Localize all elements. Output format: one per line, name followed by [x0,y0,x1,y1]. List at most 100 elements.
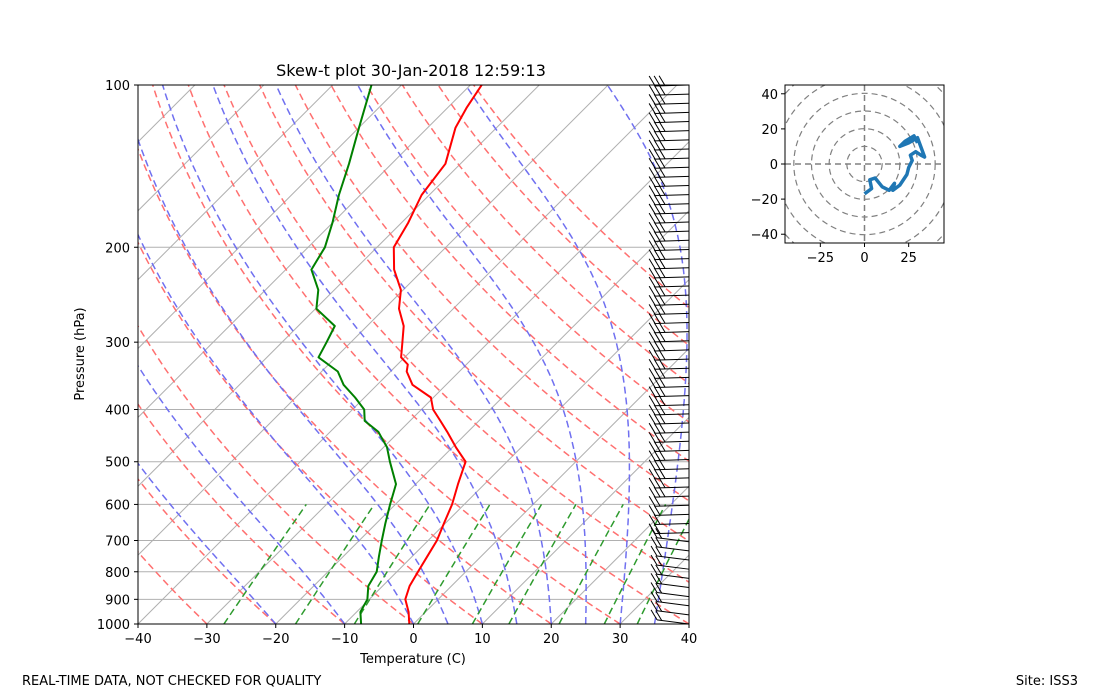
x-tick-label: −40 [124,632,151,647]
wind-barb [648,486,690,498]
wind-barbs [648,75,690,625]
background-lines [0,85,689,624]
hodograph-y-tick-label: −20 [751,193,778,208]
isotherm [138,85,471,419]
dry-adiabat [294,85,689,502]
dry-adiabat [138,147,552,624]
wind-barb [648,294,690,306]
hodograph-x-tick-label: −25 [807,251,834,266]
hodograph-y-tick-label: 40 [761,88,778,103]
hodograph-x-tick-label: 25 [900,251,917,266]
wind-barb [648,303,690,315]
dry-adiabat [259,85,689,543]
wind-barb [648,112,690,124]
dry-adiabat [401,85,689,385]
y-tick-label: 800 [105,566,130,581]
chart-title: Skew-t plot 30-Jan-2018 12:59:13 [276,61,546,80]
x-tick-label: 20 [543,632,560,647]
hodograph-trace [863,134,927,196]
isotherm [138,85,402,350]
plot-frame [137,84,690,625]
y-tick-label: 500 [105,456,130,471]
hodograph-panel: −25 0 25 40 20 0 −20 −40 [751,84,945,266]
y-tick-label: 400 [105,404,130,419]
mixing-ratio-line [508,504,577,624]
dry-adiabat [138,550,208,624]
moist-adiabat [464,85,631,624]
wind-barb [648,102,690,114]
hodograph-y-tick-label: 20 [761,123,778,138]
x-tick-label: 30 [612,632,629,647]
wind-barb [648,440,690,452]
isotherm [138,85,540,487]
wind-barb [650,609,690,625]
wind-barb [648,523,690,535]
wind-barb [648,276,690,288]
wind-barb [648,130,690,142]
isotherm [0,85,57,624]
moist-adiabat [138,364,346,624]
x-axis-label: Temperature (C) [359,652,466,667]
wind-barb [648,395,690,407]
wind-barb [648,230,690,242]
dewpoint-line [310,85,397,624]
hodograph-rings [785,85,944,243]
x-tick-label: −20 [262,632,289,647]
sounding-lines [310,85,483,624]
y-tick-label: 200 [105,241,130,256]
wind-barb [648,331,690,343]
y-tick-label: 300 [105,336,130,351]
wind-barb [648,376,690,389]
wind-barb [648,358,690,370]
wind-barb [648,258,690,270]
y-tick-label: 100 [105,79,130,94]
wind-barb [648,121,690,133]
dry-adiabat [330,85,689,463]
moist-adiabat [357,85,587,624]
x-axis-ticks: −40 −30 −20 −10 0 10 20 30 40 [124,624,697,647]
wind-barb [650,554,690,570]
x-tick-label: 0 [409,632,417,647]
wind-barb [650,573,690,588]
moist-adiabat [138,137,449,624]
dry-adiabat [366,85,689,424]
quality-disclaimer: REAL-TIME DATA, NOT CHECKED FOR QUALITY [22,674,322,689]
y-tick-label: 900 [105,593,130,608]
isotherm [138,85,609,556]
wind-barb [648,221,690,233]
wind-barb [648,422,690,434]
mixing-ratio-line [471,504,543,624]
isotherm [619,554,689,624]
mixing-ratio-line [417,504,491,624]
x-tick-label: 40 [681,632,698,647]
wind-barb [648,249,690,261]
dry-adiabat [437,85,689,347]
wind-barb [648,340,690,352]
hodograph-x-ticks: −25 0 25 [807,243,917,266]
moist-adiabat [275,85,553,624]
mixing-ratio-line [636,517,689,624]
x-tick-label: −10 [331,632,358,647]
isotherm [550,485,689,624]
site-label: Site: ISS3 [1015,674,1078,689]
isotherm [344,278,689,624]
dry-adiabat [138,240,483,624]
isotherm [138,85,678,624]
wind-barb [648,175,690,188]
wind-barb [648,349,690,361]
y-tick-label: 600 [105,498,130,513]
wind-barb [648,157,690,169]
wind-barb [648,468,690,480]
moist-adiabat [212,85,518,624]
wind-barb [648,413,690,425]
wind-barb [648,194,690,206]
wind-barb [648,313,690,325]
moist-adiabat [138,233,415,624]
hodograph-y-ticks: 40 20 0 −20 −40 [751,88,785,243]
mixing-ratio-line [223,503,307,624]
wind-barb [648,514,690,526]
isotherm [688,623,689,624]
y-axis-label: Pressure (hPa) [73,307,88,400]
wind-barb [648,431,690,443]
wind-barb [648,505,690,516]
